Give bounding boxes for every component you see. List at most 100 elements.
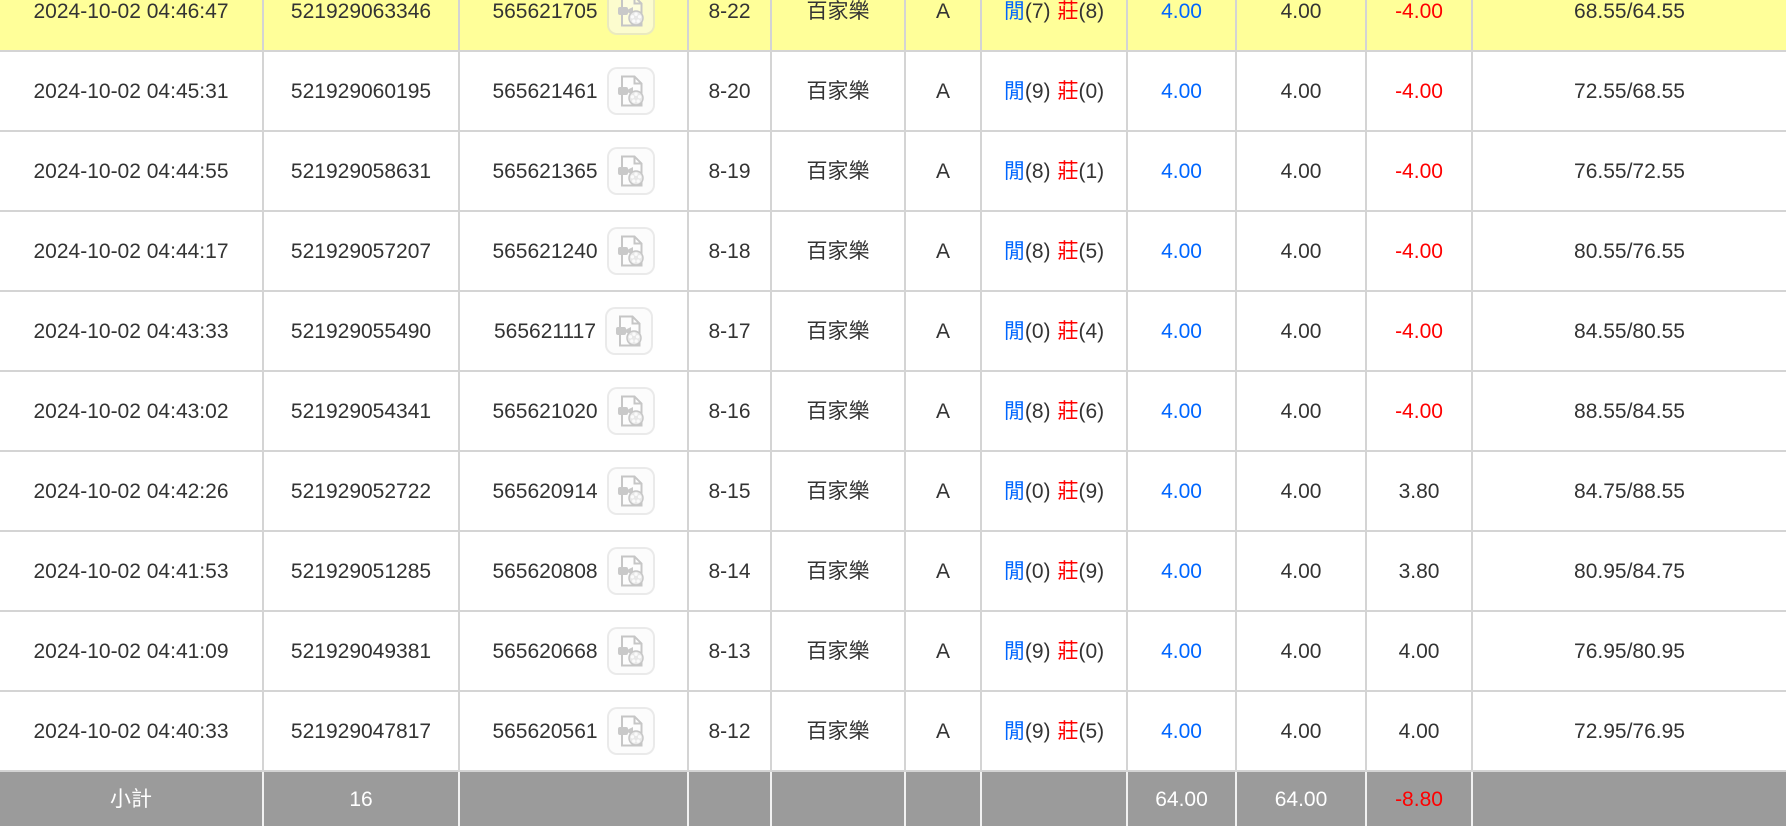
win-loss-cell: 4.00 [1367, 612, 1473, 690]
video-icon [617, 475, 644, 507]
video-replay-button[interactable] [606, 67, 655, 115]
video-icon [617, 0, 644, 27]
banker-score: (6) [1078, 399, 1105, 423]
balance-cell: 80.95/84.75 [1473, 532, 1786, 610]
bet-time-cell: 2024-10-02 04:46:47 [0, 0, 264, 50]
game-name-cell: 百家樂 [772, 692, 906, 770]
video-replay-button[interactable] [606, 147, 655, 195]
video-replay-button[interactable] [606, 627, 655, 675]
round-id: 565621365 [492, 159, 598, 183]
shoe-round-cell: 8-13 [689, 612, 772, 690]
balance-cell: 72.95/76.95 [1473, 692, 1786, 770]
game-result-cell: 閒 (0) 莊 (9) [982, 452, 1128, 530]
win-loss: -4.00 [1395, 0, 1443, 23]
balance: 76.55/72.55 [1574, 159, 1685, 183]
valid-bet: 4.00 [1280, 79, 1322, 103]
video-replay-button[interactable] [606, 547, 655, 595]
player-label: 閒 [1003, 479, 1025, 503]
summary-valid-bet-total: 64.00 [1237, 772, 1367, 826]
clipped-top-row: 2024-10-02 04:46:47 521929063346 565621705… [0, 0, 1786, 52]
banker-score: (1) [1078, 159, 1105, 183]
table-row[interactable]: 2024-10-02 04:43:33 521929055490 565621117… [0, 292, 1786, 372]
game-result-cell: 閒 (8) 莊 (6) [982, 372, 1128, 450]
valid-bet: 4.00 [1280, 159, 1322, 183]
bet-time-cell: 2024-10-02 04:44:17 [0, 212, 264, 290]
game-name: 百家樂 [806, 319, 870, 343]
game-name: 百家樂 [806, 239, 870, 263]
game-result-cell: 閒 (9) 莊 (5) [982, 692, 1128, 770]
player-score: (9) [1024, 719, 1051, 743]
summary-bet-total: 64.00 [1128, 772, 1237, 826]
banker-label: 莊 [1057, 319, 1079, 343]
table-code-cell: A [906, 532, 982, 610]
bet-time-cell: 2024-10-02 04:41:09 [0, 612, 264, 690]
bet-amount-cell: 4.00 [1128, 52, 1237, 130]
bet-amount: 4.00 [1161, 319, 1202, 343]
video-replay-button[interactable] [606, 467, 655, 515]
shoe-round: 8-20 [708, 79, 751, 103]
valid-bet-cell: 4.00 [1237, 532, 1367, 610]
table-row[interactable]: 2024-10-02 04:40:33 521929047817 565620561… [0, 692, 1786, 772]
bet-id-cell: 521929058631 [264, 132, 460, 210]
bet-amount: 4.00 [1161, 0, 1202, 23]
bet-id-cell: 521929060195 [264, 52, 460, 130]
table-code-cell: A [906, 212, 982, 290]
bet-id: 521929052722 [290, 479, 432, 503]
round-id-cell: 565620808 [460, 532, 689, 610]
video-replay-button[interactable] [606, 227, 655, 275]
table-row[interactable]: 2024-10-02 04:41:09 521929049381 565620668… [0, 612, 1786, 692]
bet-time-cell: 2024-10-02 04:43:02 [0, 372, 264, 450]
shoe-round-cell: 8-19 [689, 132, 772, 210]
bet-amount: 4.00 [1161, 79, 1202, 103]
bet-amount: 4.00 [1161, 639, 1202, 663]
player-score: (9) [1024, 79, 1051, 103]
table-row[interactable]: 2024-10-02 04:44:55 521929058631 565621365… [0, 132, 1786, 212]
round-id-cell: 565620914 [460, 452, 689, 530]
table-row[interactable]: 2024-10-02 04:45:31 521929060195 565621461… [0, 52, 1786, 132]
bet-amount: 4.00 [1161, 399, 1202, 423]
table-row[interactable]: 2024-10-02 04:43:02 521929054341 565621020… [0, 372, 1786, 452]
win-loss-cell: -4.00 [1367, 372, 1473, 450]
video-replay-button[interactable] [606, 707, 655, 755]
valid-bet: 4.00 [1280, 399, 1322, 423]
balance: 84.75/88.55 [1574, 479, 1685, 503]
bet-time-cell: 2024-10-02 04:45:31 [0, 52, 264, 130]
game-result-cell: 閒 (9) 莊 (0) [982, 52, 1128, 130]
table-row[interactable]: 2024-10-02 04:46:47 521929063346 565621705… [0, 0, 1786, 52]
table-code-cell: A [906, 0, 982, 50]
video-replay-button[interactable] [605, 307, 653, 355]
bet-time: 2024-10-02 04:45:31 [33, 79, 229, 103]
game-name: 百家樂 [806, 79, 870, 103]
video-replay-button[interactable] [606, 0, 655, 35]
table-row[interactable]: 2024-10-02 04:42:26 521929052722 565620914… [0, 452, 1786, 532]
table-row[interactable]: 2024-10-02 04:41:53 521929051285 565620808… [0, 532, 1786, 612]
round-id-cell: 565621117 [460, 292, 689, 370]
valid-bet: 4.00 [1280, 319, 1322, 343]
bet-amount: 4.00 [1161, 559, 1202, 583]
bet-time: 2024-10-02 04:43:02 [33, 399, 229, 423]
summary-empty-game [772, 772, 906, 826]
valid-bet: 4.00 [1280, 239, 1322, 263]
shoe-round-cell: 8-14 [689, 532, 772, 610]
video-replay-button[interactable] [606, 387, 655, 435]
balance: 72.55/68.55 [1574, 79, 1685, 103]
table-row[interactable]: 2024-10-02 04:44:17 521929057207 565621240… [0, 212, 1786, 292]
balance: 88.55/84.55 [1574, 399, 1685, 423]
valid-bet-cell: 4.00 [1237, 372, 1367, 450]
shoe-round: 8-19 [708, 159, 751, 183]
banker-score: (0) [1078, 79, 1105, 103]
video-icon [617, 635, 644, 667]
bet-id-cell: 521929052722 [264, 452, 460, 530]
video-icon [617, 155, 644, 187]
game-result-cell: 閒 (8) 莊 (5) [982, 212, 1128, 290]
shoe-round-cell: 8-20 [689, 52, 772, 130]
shoe-round: 8-14 [708, 559, 751, 583]
win-loss: -4.00 [1395, 159, 1443, 183]
bet-id: 521929063346 [290, 0, 432, 23]
bet-id-cell: 521929054341 [264, 372, 460, 450]
valid-bet: 4.00 [1280, 479, 1322, 503]
balance-cell: 76.95/80.95 [1473, 612, 1786, 690]
game-name-cell: 百家樂 [772, 132, 906, 210]
shoe-round: 8-15 [708, 479, 751, 503]
